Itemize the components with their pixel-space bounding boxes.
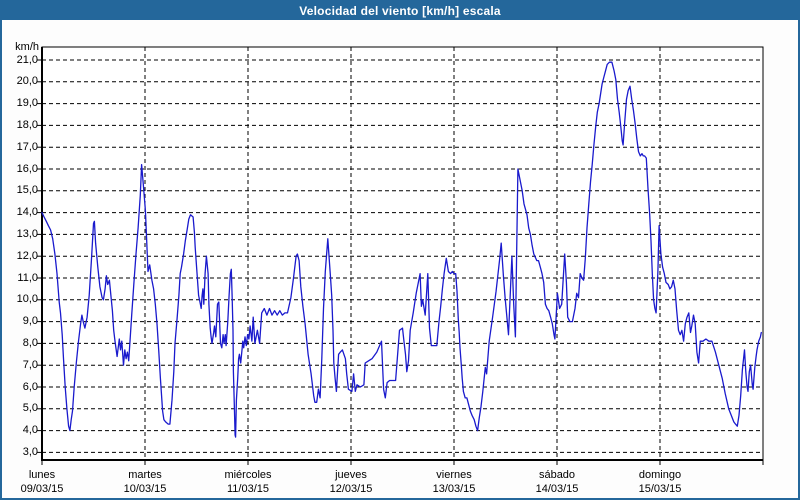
y-tick-label: 9,0 bbox=[22, 315, 38, 328]
y-tick-label: 5,0 bbox=[22, 402, 38, 415]
y-tick-label: 6,0 bbox=[22, 380, 38, 393]
y-tick-label: 13,0 bbox=[16, 227, 38, 240]
x-axis-label-date: 14/03/15 bbox=[535, 483, 579, 495]
wind-speed-chart bbox=[37, 46, 764, 465]
x-axis-label-date: 10/03/15 bbox=[123, 483, 167, 495]
y-tick-label: 11,0 bbox=[17, 271, 38, 284]
y-tick-label: 17,0 bbox=[16, 140, 38, 153]
x-axis-label-day: viernes bbox=[436, 469, 472, 481]
y-tick-label: 3,0 bbox=[22, 445, 38, 458]
x-axis-label-day: miércoles bbox=[224, 469, 272, 481]
wind-speed-line bbox=[41, 61, 762, 438]
x-axis-label-day: lunes bbox=[28, 469, 56, 481]
plot-background bbox=[42, 47, 763, 460]
x-axis-label-day: martes bbox=[128, 469, 162, 481]
y-tick-label: 4,0 bbox=[22, 424, 38, 437]
x-axis-label-date: 15/03/15 bbox=[638, 483, 682, 495]
chart-title: Velocidad del viento [km/h] escala bbox=[299, 4, 501, 18]
y-tick-label: 14,0 bbox=[16, 206, 38, 219]
x-axis-label-date: 11/03/15 bbox=[226, 483, 269, 495]
x-axis-label-day: sábado bbox=[538, 469, 576, 481]
y-tick-label: 16,0 bbox=[16, 162, 38, 175]
y-tick-label: 18,0 bbox=[16, 118, 38, 131]
y-tick-label: 19,0 bbox=[16, 97, 38, 110]
y-axis-unit-label: km/h bbox=[15, 41, 39, 53]
y-tick-label: 20,0 bbox=[16, 75, 38, 88]
y-tick-label: 8,0 bbox=[22, 336, 38, 349]
y-tick-label: 10,0 bbox=[16, 293, 38, 306]
y-tick-label: 15,0 bbox=[16, 184, 38, 197]
x-axis-label-day: domingo bbox=[638, 469, 682, 481]
x-axis-label-date: 13/03/15 bbox=[432, 483, 476, 495]
title-bar: Velocidad del viento [km/h] escala bbox=[2, 2, 798, 20]
y-tick-label: 21,0 bbox=[16, 53, 38, 66]
x-axis-label-date: 12/03/15 bbox=[329, 483, 373, 495]
chart-area: km/h 21,0 20,0 19,0 18,0 17,0 16,0 15,0 14,0 13,… bbox=[2, 20, 798, 498]
x-axis-label-date: 09/03/15 bbox=[20, 483, 64, 495]
y-tick-label: 7,0 bbox=[22, 358, 38, 371]
x-axis-label-day: jueves bbox=[335, 469, 367, 481]
y-tick-label: 12,0 bbox=[16, 249, 38, 262]
